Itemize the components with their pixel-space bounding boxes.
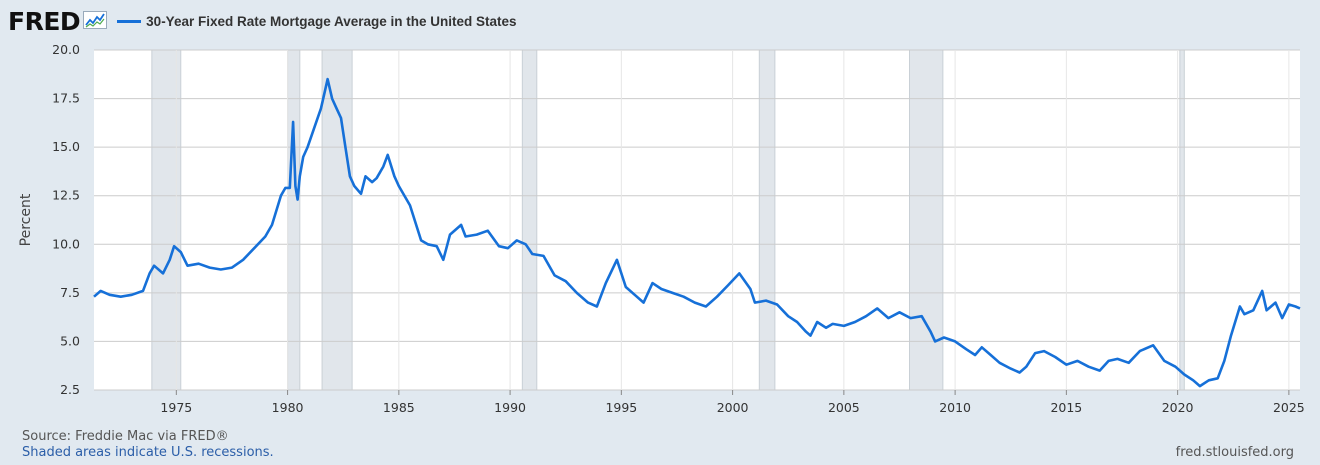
recession-band [1179, 49, 1185, 391]
legend-item[interactable]: 30-Year Fixed Rate Mortgage Average in t… [117, 13, 517, 29]
y-tick-label: 2.5 [60, 382, 80, 397]
y-tick-label: 10.0 [52, 236, 80, 251]
x-tick-label: 1990 [494, 400, 526, 415]
recession-band [908, 49, 944, 391]
recession-note[interactable]: Shaded areas indicate U.S. recessions. [22, 445, 274, 460]
y-tick-label: 15.0 [52, 139, 80, 154]
x-tick-label: 1985 [383, 400, 415, 415]
y-tick-label: 5.0 [60, 333, 80, 348]
gridlines [94, 49, 1300, 391]
y-tick-label: 17.5 [52, 91, 80, 106]
axes: 2.5 5.0 7.5 10.0 12.5 15.0 17.5 20.0 1975 1980 198… [18, 42, 1305, 415]
x-tick-label: 2015 [1050, 400, 1082, 415]
recession-band [287, 49, 301, 391]
series-line[interactable] [93, 77, 1301, 388]
x-tick-label: 1995 [605, 400, 637, 415]
plot-area [94, 50, 1300, 390]
x-tick-label: 1975 [160, 400, 192, 415]
y-tick-label: 20.0 [52, 42, 80, 57]
y-tick-label: 12.5 [52, 188, 80, 203]
source-note: Source: Freddie Mac via FRED® [22, 429, 229, 444]
x-tick-label: 2025 [1273, 400, 1305, 415]
footer-notes: Source: Freddie Mac via FRED® Shaded are… [22, 429, 274, 461]
x-tick-label: 2005 [828, 400, 860, 415]
x-tick-label: 1980 [272, 400, 304, 415]
legend-swatch [117, 19, 142, 23]
y-tick-label: 7.5 [60, 285, 80, 300]
fred-logo[interactable]: FRED [8, 6, 81, 36]
legend-label: 30-Year Fixed Rate Mortgage Average in t… [146, 13, 517, 29]
recession-band [321, 49, 353, 391]
recession-band [521, 49, 538, 391]
y-axis-label: Percent [18, 193, 34, 246]
site-link[interactable]: fred.stlouisfed.org [1175, 445, 1294, 460]
x-tick-label: 2020 [1162, 400, 1194, 415]
recession-band [758, 49, 776, 391]
recession-shading [94, 49, 1300, 391]
x-tick-label: 2000 [717, 400, 749, 415]
series-layer [93, 77, 1301, 388]
x-tick-label: 2010 [939, 400, 971, 415]
graph-header: FRED 30-Year Fixed Rate Mortgage Average… [8, 6, 517, 36]
fred-trend-icon [83, 10, 108, 34]
